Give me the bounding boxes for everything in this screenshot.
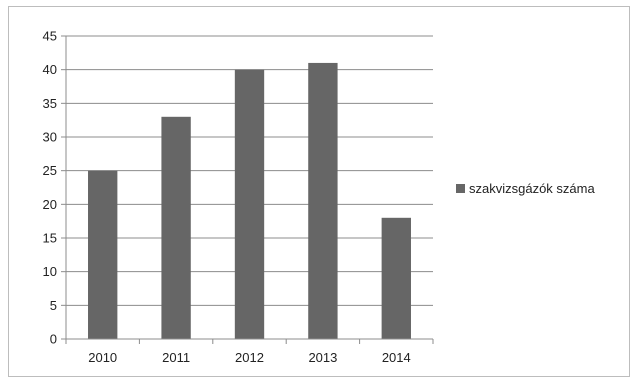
bar-2011 (161, 116, 191, 339)
legend: szakvizsgázók száma (456, 181, 595, 196)
y-tick-label: 35 (43, 96, 57, 111)
y-tick-label: 30 (43, 130, 57, 145)
x-tick-label: 2014 (382, 350, 411, 365)
y-tick-label: 0 (50, 332, 57, 347)
x-tick-label: 2013 (308, 350, 337, 365)
bar-2013 (308, 62, 338, 339)
legend-label: szakvizsgázók száma (469, 181, 595, 196)
y-tick-label: 45 (43, 29, 57, 44)
x-tick-label: 2011 (162, 350, 190, 365)
y-tick-label: 40 (43, 62, 57, 77)
y-tick-label: 15 (43, 231, 57, 246)
y-tick-label: 25 (43, 163, 57, 178)
y-tick-label: 5 (50, 298, 57, 313)
bar-2012 (234, 69, 265, 340)
x-tick-label: 2012 (235, 350, 264, 365)
bars (88, 62, 411, 340)
y-tick-labels: 0 5 10 15 20 25 30 35 40 45 (43, 29, 57, 347)
y-tick-label: 20 (43, 197, 57, 212)
x-tick-label: 2010 (88, 350, 117, 365)
y-tick-label: 10 (43, 264, 57, 279)
x-tick-labels: 2010 2011 2012 2013 2014 (88, 350, 411, 365)
axes (61, 35, 434, 344)
bar-2014 (381, 217, 411, 339)
legend-swatch (456, 184, 465, 193)
bar-2010 (88, 170, 118, 339)
